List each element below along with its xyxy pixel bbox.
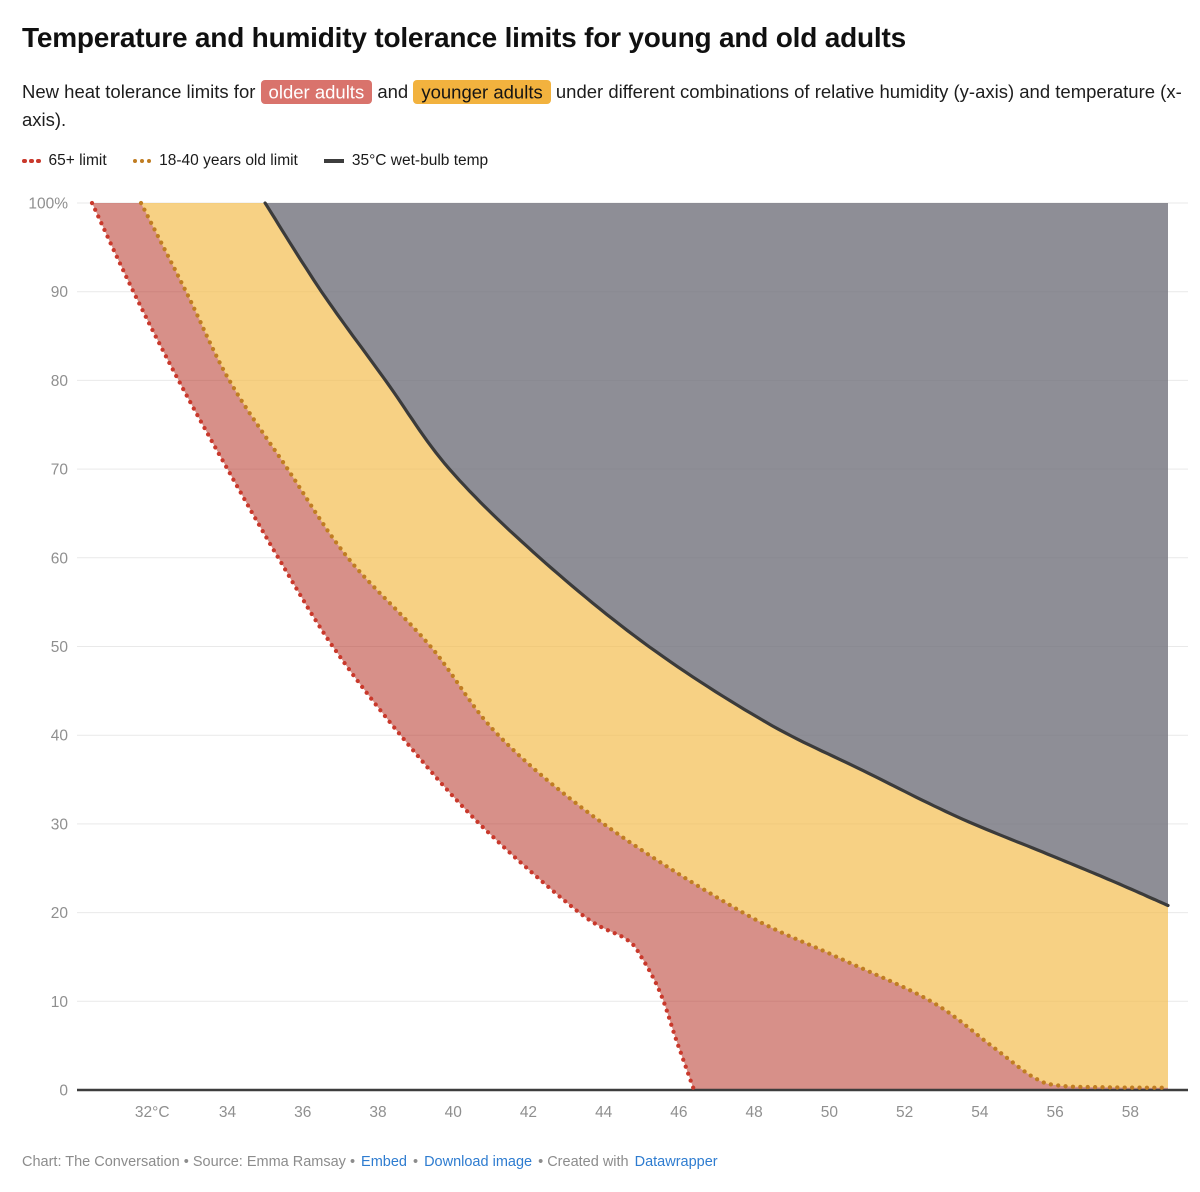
series-65-limit-dotted-line: [89, 200, 697, 1093]
legend-label: 35°C wet-bulb temp: [351, 152, 489, 169]
download-image-link[interactable]: Download image: [424, 1154, 533, 1170]
x-axis-tick-label: 58: [1122, 1104, 1139, 1121]
above-wetbulb-area: [265, 203, 1169, 906]
created-with-text: • Created with: [538, 1154, 629, 1170]
x-axis-tick-label: 46: [670, 1104, 687, 1121]
series-18-40-limit-dotted-line: [138, 200, 1171, 1090]
younger-adults-band-area: [141, 203, 1168, 1088]
legend-label: 65+ limit: [48, 152, 107, 169]
y-axis-tick-label: 100%: [28, 196, 68, 213]
y-axis-tick-label: 80: [51, 373, 69, 390]
separator: •: [413, 1154, 419, 1170]
older-adults-band-area: [92, 203, 1168, 1090]
x-axis-tick-label: 44: [595, 1104, 613, 1121]
y-axis-tick-label: 90: [51, 284, 69, 301]
embed-link[interactable]: Embed: [361, 1154, 407, 1170]
y-axis-tick-label: 30: [51, 816, 69, 833]
subtitle-text-post: under different combinations of relative…: [22, 81, 1182, 130]
subtitle-text-pre: New heat tolerance limits for: [22, 81, 261, 102]
y-axis-tick-label: 20: [51, 905, 69, 922]
legend-label: 18-40 years old limit: [159, 152, 298, 169]
chart-legend: 65+ limit 18-40 years old limit 35°C wet…: [22, 152, 488, 170]
x-axis-tick-label: 34: [219, 1104, 237, 1121]
x-axis-tick-label: 40: [445, 1104, 463, 1121]
orange-dots-marker-icon: [132, 158, 152, 164]
x-axis-tick-label: 54: [971, 1104, 989, 1121]
x-axis-tick-label: 50: [821, 1104, 839, 1121]
credit-text: Chart: The Conversation • Source: Emma R…: [22, 1154, 356, 1170]
x-axis-tick-label: 48: [746, 1104, 763, 1121]
legend-item-65-limit: 65+ limit: [22, 152, 107, 170]
x-axis-tick-label: 42: [520, 1104, 537, 1121]
y-axis-tick-label: 40: [51, 728, 69, 745]
red-dots-marker-icon: [22, 158, 41, 164]
y-axis-tick-label: 70: [51, 462, 69, 479]
x-axis-tick-label: 36: [294, 1104, 311, 1121]
y-axis-tick-label: 50: [51, 639, 69, 656]
x-axis-tick-label: 38: [369, 1104, 386, 1121]
x-axis-tick-label: 52: [896, 1104, 913, 1121]
chart-footer: Chart: The Conversation • Source: Emma R…: [22, 1154, 718, 1170]
page-title: Temperature and humidity tolerance limit…: [22, 22, 906, 53]
older-adults-highlight: older adults: [260, 79, 373, 104]
legend-item-18-40-limit: 18-40 years old limit: [132, 152, 298, 170]
datawrapper-link[interactable]: Datawrapper: [634, 1154, 718, 1170]
line-marker-icon: [323, 159, 344, 163]
chart-description: New heat tolerance limits for older adul…: [22, 78, 1182, 133]
legend-item-wetbulb: 35°C wet-bulb temp: [323, 152, 489, 170]
x-axis-tick-label: 56: [1047, 1104, 1064, 1121]
y-axis-tick-label: 60: [51, 550, 69, 567]
y-axis-tick-label: 10: [51, 994, 69, 1011]
series-wetbulb-line: [263, 201, 1170, 908]
subtitle-text-mid: and: [372, 81, 414, 102]
y-axis-tick-label: 0: [59, 1083, 68, 1100]
younger-adults-highlight: younger adults: [413, 79, 551, 104]
chart-plot-area[interactable]: 0 10 20 30 40 50 60 70 80 90 100% 32°C 34 36 38 40 42 44 4…: [0, 190, 1200, 1140]
x-axis-tick-label: 32°C: [135, 1104, 170, 1121]
